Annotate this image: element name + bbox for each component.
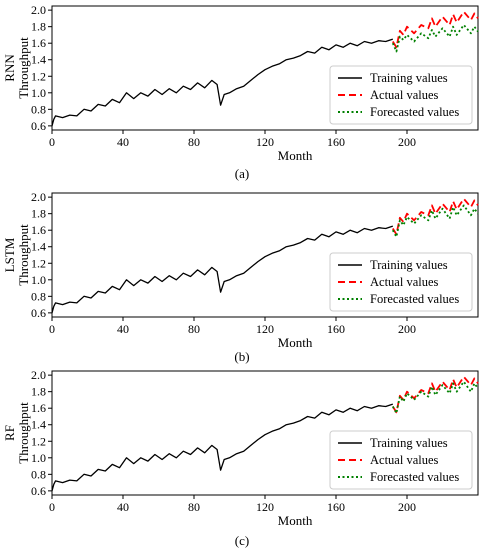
series-line-training-values [51,38,394,127]
y-tick-label: 0.8 [31,102,46,116]
legend-box [329,430,473,490]
legend-label: Actual values [370,453,439,467]
legend-box [329,65,473,125]
y-axis-model-label: RF [2,425,17,441]
x-axis-label: Month [278,335,313,350]
legend-box [329,252,473,312]
x-tick-label: 120 [256,500,274,514]
x-tick-label: 40 [117,135,129,149]
y-tick-label: 2.0 [31,190,46,204]
series-line-training-values [51,225,394,314]
y-tick-label: 1.4 [31,53,46,67]
x-tick-label: 40 [117,322,129,336]
y-tick-label: 1.0 [31,273,46,287]
y-tick-label: 0.8 [31,289,46,303]
y-tick-label: 0.8 [31,467,46,481]
y-axis-model-label: LSTM [2,237,17,272]
x-tick-label: 0 [49,500,55,514]
x-tick-label: 200 [398,135,416,149]
y-tick-label: 2.0 [31,368,46,382]
legend-label: Forecasted values [370,470,459,484]
x-tick-label: 0 [49,322,55,336]
legend-label: Training values [370,71,448,85]
panel-caption: (a) [235,166,249,181]
y-axis-label: Throughput [16,224,31,286]
y-axis-model-label: RNN [2,54,17,82]
series-line-actual-values [392,375,479,414]
y-tick-label: 1.0 [31,86,46,100]
x-tick-label: 120 [256,322,274,336]
y-tick-label: 0.6 [31,484,46,498]
y-tick-label: 1.2 [31,69,46,83]
y-tick-label: 0.6 [31,119,46,133]
chart-panel-2: 0 40 80 120 160 200 0.6 0.8 1.0 1.2 1.4 1.6 1.8 2.0 LS… [2,190,479,364]
chart-panel-3: 0 40 80 120 160 200 0.6 0.8 1.0 1.2 1.4 1.6 1.8 2.0 RF… [2,368,479,548]
y-axis-label: Throughput [16,402,31,464]
y-tick-label: 1.6 [31,223,46,237]
chart-panel-1: 0 40 80 120 160 200 0.6 0.8 1.0 1.2 1.4 1.6 1.8 2.0 RN… [2,3,479,181]
y-tick-label: 1.2 [31,434,46,448]
x-tick-label: 40 [117,500,129,514]
series-line-actual-values [392,10,479,49]
x-axis-label: Month [278,148,313,163]
x-tick-label: 160 [327,322,345,336]
legend-label: Training values [370,436,448,450]
legend-label: Actual values [370,88,439,102]
y-tick-label: 1.2 [31,256,46,270]
legend-label: Training values [370,258,448,272]
y-tick-label: 1.4 [31,240,46,254]
panel-caption: (c) [235,533,249,548]
y-tick-label: 1.6 [31,401,46,415]
x-tick-label: 120 [256,135,274,149]
y-axis-label: Throughput [16,37,31,99]
x-tick-label: 0 [49,135,55,149]
y-tick-label: 0.6 [31,306,46,320]
series-line-actual-values [392,197,479,236]
x-tick-label: 200 [398,500,416,514]
series-line-forecasted-values [392,204,479,238]
legend-label: Actual values [370,275,439,289]
x-tick-label: 200 [398,322,416,336]
y-tick-label: 1.6 [31,36,46,50]
y-tick-label: 2.0 [31,3,46,17]
x-tick-label: 80 [188,322,200,336]
x-axis-label: Month [278,513,313,528]
x-tick-label: 160 [327,500,345,514]
legend-label: Forecasted values [370,105,459,119]
y-tick-label: 1.0 [31,451,46,465]
y-tick-label: 1.4 [31,418,46,432]
legend-label: Forecasted values [370,292,459,306]
y-tick-label: 1.8 [31,207,46,221]
series-line-forecasted-values [392,380,479,415]
y-tick-label: 1.8 [31,20,46,34]
x-tick-label: 160 [327,135,345,149]
series-line-forecasted-values [391,24,479,53]
series-line-training-values [51,403,394,492]
x-tick-label: 80 [188,500,200,514]
x-tick-label: 80 [188,135,200,149]
panel-caption: (b) [234,349,249,364]
y-tick-label: 1.8 [31,385,46,399]
